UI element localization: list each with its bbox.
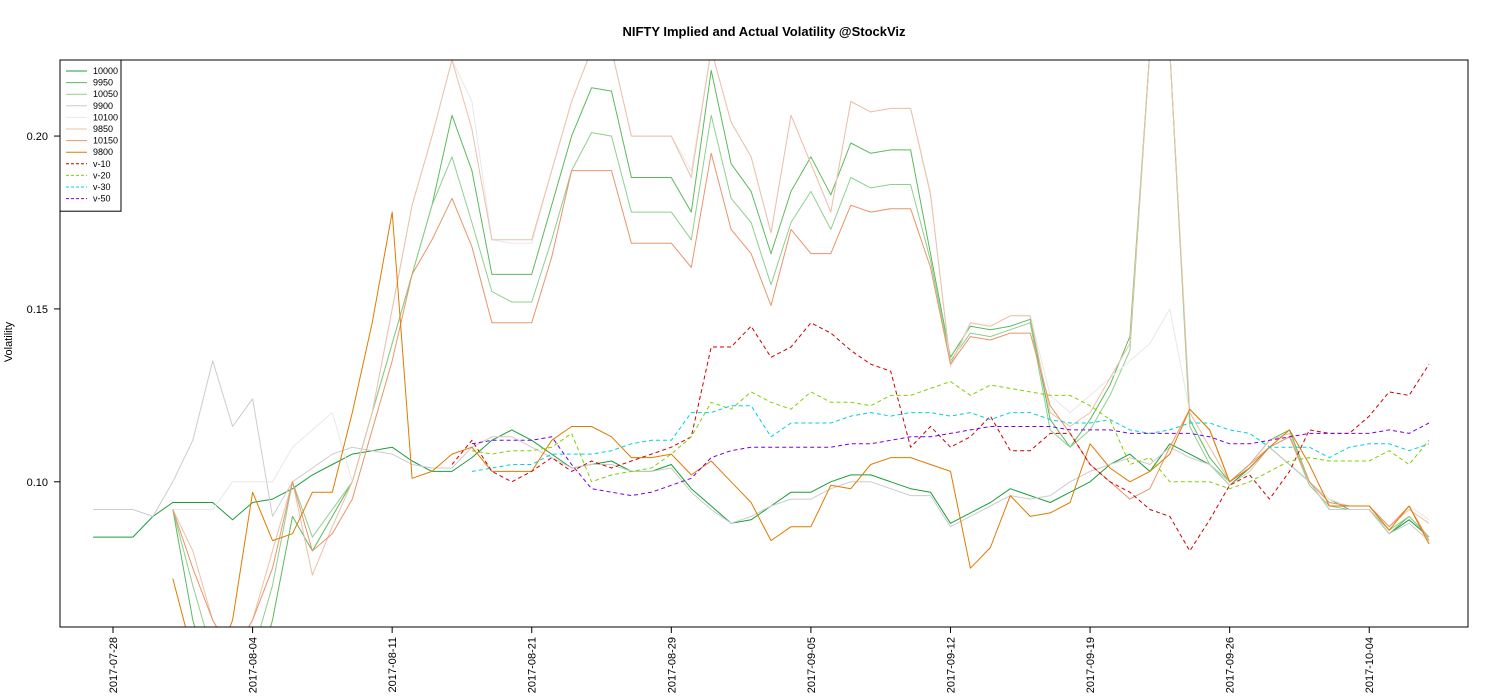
series-line-10050 — [172, 60, 1430, 627]
x-tick-label: 2017-10-04 — [1364, 637, 1376, 693]
y-tick-label: 0.10 — [27, 477, 48, 489]
plot-frame — [59, 59, 1469, 628]
series-line-v-10 — [451, 322, 1430, 552]
legend-label: 10100 — [93, 112, 118, 122]
legend-label: 10000 — [93, 66, 118, 76]
series-line-9950 — [172, 60, 1430, 627]
legend-label: 9850 — [93, 124, 113, 134]
x-tick-label: 2017-09-12 — [946, 637, 958, 693]
x-tick-label: 2017-08-29 — [666, 637, 678, 693]
series-layer — [93, 60, 1430, 627]
x-tick-label: 2017-09-26 — [1225, 637, 1237, 693]
series-line-v-20 — [471, 381, 1430, 490]
legend-label: 9800 — [93, 147, 113, 157]
y-axis-label: Volatility — [3, 321, 15, 362]
x-tick-label: 2017-09-19 — [1085, 637, 1097, 693]
legend-label: 10050 — [93, 89, 118, 99]
legend-label: 9900 — [93, 101, 113, 111]
chart-title: NIFTY Implied and Actual Volatility @Sto… — [622, 24, 906, 39]
series-line-v-50 — [471, 422, 1430, 497]
legend-label: v-20 — [93, 170, 111, 180]
legend-label: 9950 — [93, 78, 113, 88]
y-tick-label: 0.15 — [27, 304, 48, 316]
x-tick-label: 2017-08-04 — [248, 637, 260, 693]
series-line-10150 — [172, 152, 1430, 627]
x-tick-label: 2017-09-05 — [806, 637, 818, 693]
legend-box — [59, 59, 122, 212]
series-line-v-30 — [471, 405, 1430, 472]
series-line-9800 — [172, 211, 1430, 627]
x-axis: 2017-07-28 2017-08-04 2017-08-11 2017-08-21… — [108, 627, 1376, 693]
series-line-10000 — [93, 429, 1430, 538]
legend-label: v-50 — [93, 194, 111, 204]
legend-label: v-10 — [93, 159, 111, 169]
y-tick-label: 0.20 — [27, 131, 48, 143]
series-line-9900 — [93, 360, 1430, 541]
series-line-9850 — [172, 60, 1430, 627]
x-tick-label: 2017-07-28 — [108, 637, 120, 693]
legend-label: 10150 — [93, 136, 118, 146]
legend-label: v-30 — [93, 182, 111, 192]
x-tick-label: 2017-08-11 — [387, 637, 399, 692]
x-tick-label: 2017-08-21 — [527, 637, 539, 693]
y-axis: 0.10 0.15 0.20 — [27, 131, 60, 489]
series-line-10100 — [172, 60, 1430, 528]
